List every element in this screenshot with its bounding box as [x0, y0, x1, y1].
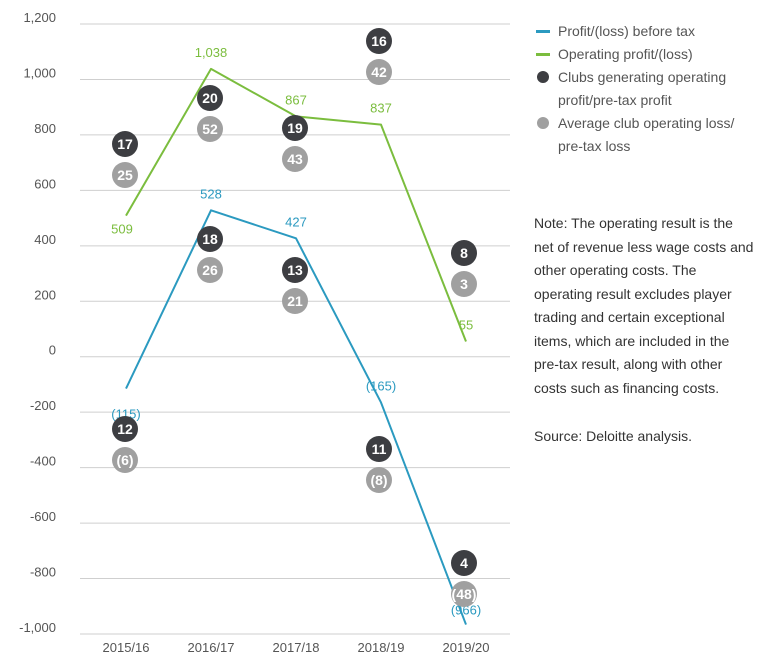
bubble-pretax-avg-circle — [112, 447, 138, 473]
x-tick-label: 2018/19 — [358, 640, 405, 655]
legend-swatch-operating — [536, 53, 550, 56]
bubble-operating-clubs-circle — [366, 28, 392, 54]
bubble-pretax-avg-text: (8) — [370, 472, 387, 488]
legend-item-avg: Average club operating loss/ pre-tax los… — [534, 112, 756, 158]
bubbles: 17 25 12 (6) 20 52 18 26 19 43 13 21 16 42 11 (8) 8 3 4 (48… — [112, 28, 477, 607]
bubble-pretax-avg-circle — [197, 257, 223, 283]
x-tick-label: 2015/16 — [103, 640, 150, 655]
value-label: 1,038 — [195, 45, 228, 60]
y-tick-label: 400 — [34, 232, 56, 247]
bubble-pretax-clubs-circle — [112, 416, 138, 442]
legend-label-operating: Operating profit/(loss) — [558, 46, 693, 62]
y-tick-label: 200 — [34, 287, 56, 302]
y-tick-label: 600 — [34, 176, 56, 191]
value-label: 867 — [285, 92, 307, 107]
bubble-operating-clubs-text: 19 — [287, 120, 303, 136]
y-axis-ticks: 1,200 1,000 800 600 400 200 0 -200 -400 -600 -800 -… — [19, 10, 56, 635]
bubble-operating-clubs-text: 17 — [117, 136, 133, 152]
bubble-operating-avg-text: 3 — [460, 276, 468, 292]
bubble-operating-avg-text: 52 — [202, 121, 218, 137]
legend-swatch-avg — [537, 117, 549, 129]
value-label: 509 — [111, 222, 133, 237]
legend-item-pretax: Profit/(loss) before tax — [534, 20, 756, 43]
bubble-pretax-avg-text: 21 — [287, 293, 303, 309]
bubble-operating-avg-text: 25 — [117, 167, 133, 183]
bubble-operating-clubs-circle — [112, 131, 138, 157]
legend-label-avg: Average club operating loss/ pre-tax los… — [558, 115, 735, 154]
bubble-pretax-avg-text: 26 — [202, 262, 218, 278]
value-label: (165) — [366, 378, 396, 393]
legend: Profit/(loss) before tax Operating profi… — [534, 20, 756, 158]
value-label: 528 — [200, 186, 222, 201]
bubble-operating-clubs-text: 8 — [460, 245, 468, 261]
bubble-operating-clubs-circle — [197, 85, 223, 111]
bubble-pretax-clubs-text: 4 — [460, 555, 468, 571]
bubble-operating-clubs-text: 20 — [202, 90, 218, 106]
legend-label-pretax: Profit/(loss) before tax — [558, 23, 695, 39]
bubble-pretax-avg-circle — [282, 288, 308, 314]
bubble-operating-avg-circle — [282, 146, 308, 172]
value-label: (966) — [451, 603, 481, 618]
legend-swatch-clubs — [537, 71, 549, 83]
bubble-operating-avg-circle — [197, 116, 223, 142]
value-label: 55 — [459, 317, 473, 332]
chart: 1,200 1,000 800 600 400 200 0 -200 -400 -600 -800 -… — [19, 10, 510, 655]
bubble-operating-avg-text: 42 — [371, 64, 387, 80]
series-line-0 — [125, 209, 467, 625]
x-tick-label: 2017/18 — [273, 640, 320, 655]
legend-label-clubs: Clubs generating operating profit/pre-ta… — [558, 69, 727, 108]
bubble-pretax-avg-circle — [451, 581, 477, 607]
y-tick-label: -200 — [30, 398, 56, 413]
y-tick-label: 0 — [49, 343, 56, 358]
legend-item-clubs: Clubs generating operating profit/pre-ta… — [534, 66, 756, 112]
source-text: Source: Deloitte analysis. — [534, 428, 692, 444]
bubble-pretax-clubs-circle — [197, 226, 223, 252]
legend-swatch-pretax — [536, 30, 550, 33]
x-tick-label: 2019/20 — [443, 640, 490, 655]
bubble-pretax-avg-text: (48) — [452, 586, 477, 602]
bubble-pretax-clubs-text: 13 — [287, 262, 303, 278]
bubble-pretax-clubs-text: 11 — [372, 441, 387, 457]
value-label: 427 — [285, 214, 307, 229]
bubble-pretax-clubs-circle — [282, 257, 308, 283]
bubble-operating-clubs-text: 16 — [371, 33, 387, 49]
legend-item-operating: Operating profit/(loss) — [534, 43, 756, 66]
bubble-pretax-clubs-text: 18 — [202, 231, 218, 247]
x-tick-label: 2016/17 — [188, 640, 235, 655]
note-text: Note: The operating result is the net of… — [534, 215, 754, 396]
y-tick-label: 800 — [34, 121, 56, 136]
bubble-pretax-avg-circle — [366, 467, 392, 493]
bubble-pretax-clubs-text: 12 — [117, 421, 133, 437]
y-tick-label: -800 — [30, 565, 56, 580]
y-tick-label: 1,000 — [23, 65, 56, 80]
bubble-operating-avg-circle — [112, 162, 138, 188]
bubble-pretax-clubs-circle — [451, 550, 477, 576]
x-axis-ticks: 2015/16 2016/17 2017/18 2018/19 2019/20 — [103, 640, 490, 655]
bubble-operating-avg-text: 43 — [287, 151, 303, 167]
bubble-operating-avg-circle — [366, 59, 392, 85]
bubble-operating-avg-circle — [451, 271, 477, 297]
y-tick-label: -1,000 — [19, 620, 56, 635]
bubble-pretax-avg-text: (6) — [116, 452, 133, 468]
y-tick-label: -600 — [30, 509, 56, 524]
bubble-pretax-clubs-circle — [366, 436, 392, 462]
bubble-operating-clubs-circle — [282, 115, 308, 141]
y-tick-label: 1,200 — [23, 10, 56, 25]
y-tick-label: -400 — [30, 454, 56, 469]
bubble-operating-clubs-circle — [451, 240, 477, 266]
value-label: 837 — [370, 101, 392, 116]
